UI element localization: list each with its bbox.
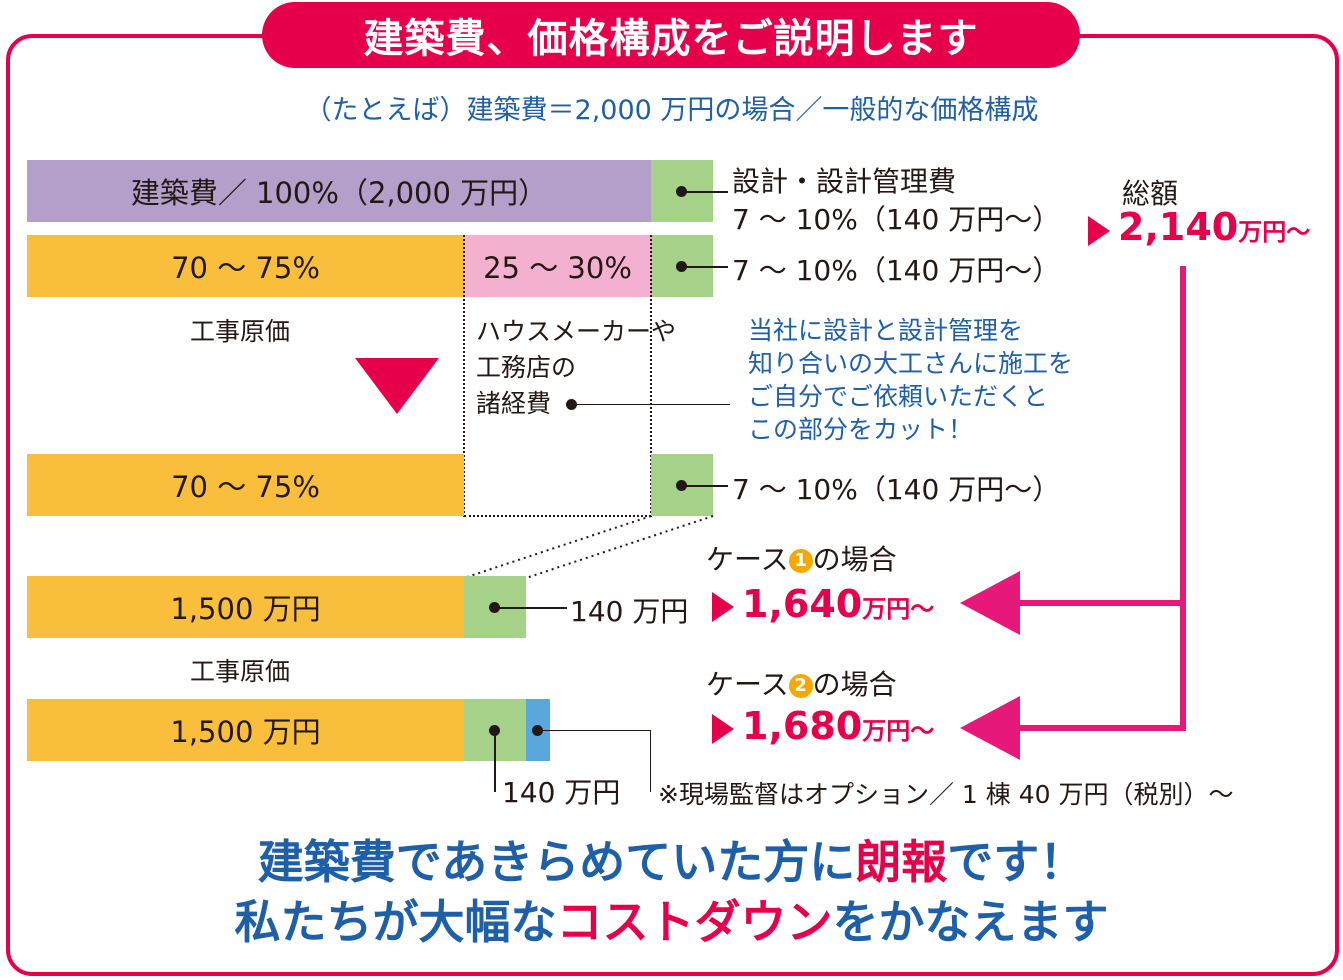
dotted-guide <box>463 235 465 517</box>
case1-design-value: 140 万円 <box>570 595 689 628</box>
note-line: 当社に設計と設計管理を <box>748 316 1024 345</box>
overhead-caption-1: ハウスメーカーや <box>476 317 677 346</box>
construction-cost-bar: 70 ～ 75% <box>27 235 464 297</box>
connector-line <box>1010 600 1186 606</box>
case1-total: 1,640万円～ <box>742 582 935 626</box>
design-fee-value: 7 ～ 10%（140 万円～） <box>732 254 1061 287</box>
total-amount: 2,140万円～ <box>1118 205 1311 249</box>
leader-line <box>574 404 730 405</box>
case1-heading: ケース 1 の場合 <box>706 543 897 576</box>
case1-arrow-icon <box>712 592 734 622</box>
total-cost-label: 建築費／ 100%（2,000 万円） <box>130 176 548 210</box>
dot-marker <box>676 480 687 491</box>
overhead-caption-2: 工務店の <box>476 353 577 382</box>
connector-line <box>1180 266 1186 731</box>
connector-line <box>1010 725 1186 731</box>
supervision-option-note: ※現場監督はオプション／ 1 棟 40 万円（税別）～ <box>658 780 1234 809</box>
design-fee-value: 7 ～ 10%（140 万円～） <box>732 203 1061 236</box>
case1-construction-bar: 1,500 万円 <box>27 576 464 638</box>
case1-construction-value: 1,500 万円 <box>170 592 321 626</box>
case2-construction-value: 1,500 万円 <box>170 715 321 749</box>
leader-line <box>497 607 567 609</box>
leader-line <box>684 266 728 268</box>
construction-cost-caption: 工事原価 <box>190 317 291 346</box>
leader-line <box>540 730 650 731</box>
overhead-pct: 25 ～ 30% <box>483 251 632 285</box>
pointer-arrow-icon <box>960 571 1020 635</box>
dot-marker <box>676 186 687 197</box>
dot-marker <box>532 725 543 736</box>
page-title: 建築費、価格構成をご説明します <box>363 16 979 62</box>
bottom-line-2: 私たちが大幅なコストダウンをかなえます <box>234 895 1109 949</box>
dotted-guide <box>650 235 652 517</box>
bottom-message: 建築費であきらめていた方に朗報です！ 私たちが大幅なコストダウンをかなえます <box>0 832 1343 952</box>
construction-cost-pct: 70 ～ 75% <box>171 251 320 285</box>
total-label: 総額 <box>1122 177 1179 210</box>
note-line: 知り合いの大工さんに施工を <box>748 349 1074 378</box>
leader-line <box>494 730 496 792</box>
down-arrow-icon <box>355 358 439 414</box>
construction-cost-caption: 工事原価 <box>190 657 291 686</box>
total-cost-bar: 建築費／ 100%（2,000 万円） <box>27 160 651 222</box>
case2-design-value: 140 万円 <box>502 776 621 809</box>
overhead-bar: 25 ～ 30% <box>464 235 651 297</box>
number-badge-icon: 1 <box>788 549 813 573</box>
dot-marker <box>566 399 577 410</box>
leader-line <box>684 191 728 193</box>
bottom-line-1: 建築費であきらめていた方に朗報です！ <box>257 835 1086 889</box>
case2-arrow-icon <box>712 714 734 744</box>
number-badge-icon: 2 <box>788 674 813 698</box>
design-fee-value: 7 ～ 10%（140 万円～） <box>732 473 1061 506</box>
design-fee-title: 設計・設計管理費 <box>732 165 957 198</box>
leader-line <box>684 485 728 487</box>
construction-cost-bar: 70 ～ 75% <box>27 454 464 516</box>
case2-total: 1,680万円～ <box>742 704 935 748</box>
leader-line <box>650 730 651 792</box>
total-arrow-icon <box>1088 216 1110 246</box>
note-line: この部分をカット！ <box>748 415 974 444</box>
pointer-arrow-icon <box>960 696 1020 760</box>
case2-construction-bar: 1,500 万円 <box>27 699 464 761</box>
case2-heading: ケース 2 の場合 <box>706 668 897 701</box>
dot-marker <box>489 602 500 613</box>
construction-cost-pct: 70 ～ 75% <box>171 470 320 504</box>
dot-marker <box>676 261 687 272</box>
cut-note: 当社に設計と設計管理を 知り合いの大工さんに施工を ご自分でご依頼いただくと こ… <box>748 314 1073 446</box>
overhead-caption-3: 諸経費 <box>476 389 552 418</box>
title-banner: 建築費、価格構成をご説明します <box>262 2 1080 68</box>
subtitle: （たとえば）建築費＝2,000 万円の場合／一般的な価格構成 <box>304 95 1039 126</box>
note-line: ご自分でご依頼いただくと <box>748 382 1049 411</box>
dotted-guide <box>464 515 651 517</box>
dotted-connector <box>463 515 714 579</box>
